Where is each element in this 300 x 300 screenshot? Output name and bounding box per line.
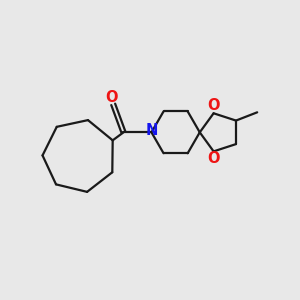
- Text: O: O: [106, 90, 118, 105]
- Text: N: N: [145, 123, 158, 138]
- Text: O: O: [207, 98, 220, 113]
- Text: O: O: [207, 151, 220, 166]
